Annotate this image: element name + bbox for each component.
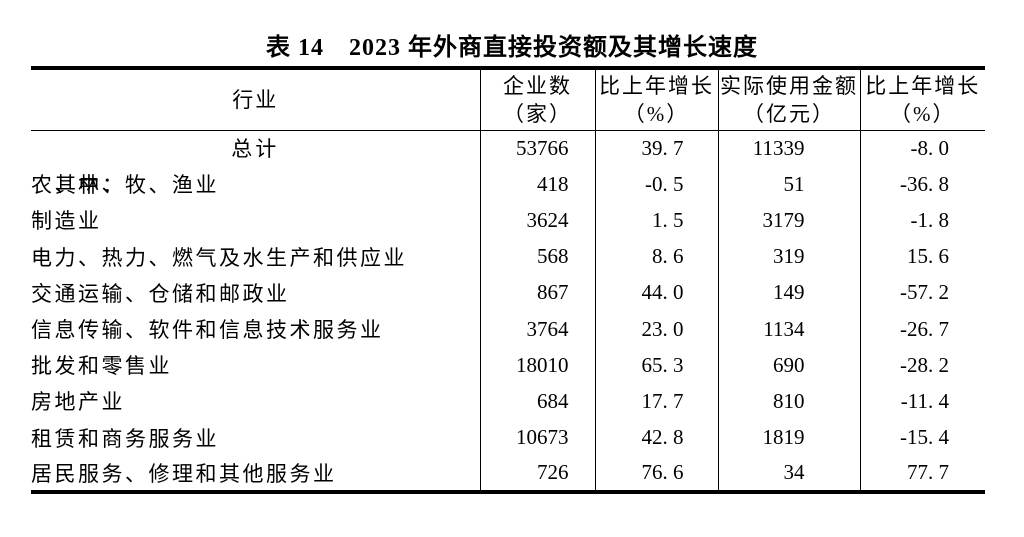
amount-used-cell: 1134 bbox=[717, 310, 860, 348]
enterprises-cell: 18010 bbox=[479, 347, 595, 384]
table-row: 交通运输、仓储和邮政业 867 44. 0 149 -57. 2 bbox=[31, 274, 985, 311]
industry-cell: 其中： 农、林、牧、渔业 bbox=[31, 166, 480, 202]
industry-label: 电力、热力、燃气及水生产和供应业 bbox=[31, 245, 407, 270]
amount-used-cell: 690 bbox=[717, 347, 860, 384]
table-row: 房地产业 684 17. 7 810 -11. 4 bbox=[31, 383, 985, 420]
industry-cell: 交通运输、仓储和邮政业 bbox=[31, 275, 480, 311]
table-row: 电力、热力、燃气及水生产和供应业 568 8. 6 319 15. 6 bbox=[31, 238, 985, 275]
industry-cell: 居民服务、修理和其他服务业 bbox=[31, 456, 480, 492]
enterprises-cell: 867 bbox=[479, 274, 595, 311]
industry-cell: 制造业 bbox=[31, 202, 480, 238]
amount-growth-cell: -36. 8 bbox=[859, 166, 985, 203]
enterprises-growth-cell: 8. 6 bbox=[594, 238, 718, 275]
col-header-amount-used: 实际使用金额 （亿元） bbox=[717, 68, 860, 131]
enterprises-growth-cell: 76. 6 bbox=[594, 455, 718, 492]
amount-growth-cell: 15. 6 bbox=[859, 238, 985, 275]
fdi-table: 行业 企业数 （家） 比上年增长 （%） 实际使用金额 （亿元） 比上年增长 （… bbox=[31, 66, 985, 494]
col-header-enterprises-growth-line1: 比上年增长 bbox=[599, 73, 714, 98]
col-header-enterprises-line1: 企业数 bbox=[503, 73, 572, 98]
amount-used-cell: 810 bbox=[717, 383, 860, 420]
table-row-total: 总计 53766 39. 7 11339 -8. 0 bbox=[31, 130, 985, 167]
table-row: 信息传输、软件和信息技术服务业 3764 23. 0 1134 -26. 7 bbox=[31, 310, 985, 348]
col-header-enterprises-line2: （家） bbox=[503, 101, 572, 126]
enterprises-growth-cell: 65. 3 bbox=[594, 347, 718, 384]
industry-cell: 租赁和商务服务业 bbox=[31, 420, 480, 456]
industry-label: 批发和零售业 bbox=[31, 354, 172, 379]
col-header-enterprises-growth-line2: （%） bbox=[623, 101, 690, 126]
amount-used-cell: 34 bbox=[717, 455, 860, 492]
table-row: 批发和零售业 18010 65. 3 690 -28. 2 bbox=[31, 347, 985, 384]
col-header-enterprises-growth: 比上年增长 （%） bbox=[594, 68, 718, 131]
amount-growth-cell: -57. 2 bbox=[859, 274, 985, 311]
col-header-amount-growth-line2: （%） bbox=[890, 101, 956, 126]
col-header-industry: 行业 bbox=[31, 68, 480, 131]
industry-label: 交通运输、仓储和邮政业 bbox=[31, 281, 290, 306]
industry-cell: 电力、热力、燃气及水生产和供应业 bbox=[31, 239, 480, 275]
amount-used-cell: 51 bbox=[717, 166, 860, 203]
enterprises-growth-cell: -0. 5 bbox=[594, 166, 718, 203]
industry-cell: 总计 bbox=[231, 137, 280, 162]
amount-used-cell: 3179 bbox=[717, 202, 860, 239]
enterprises-cell: 10673 bbox=[479, 419, 595, 456]
amount-growth-cell: -1. 8 bbox=[859, 202, 985, 239]
industry-label: 制造业 bbox=[31, 209, 102, 234]
enterprises-cell: 418 bbox=[479, 166, 595, 203]
industry-cell: 信息传输、软件和信息技术服务业 bbox=[31, 311, 480, 347]
amount-growth-cell: 77. 7 bbox=[859, 455, 985, 492]
enterprises-growth-cell: 42. 8 bbox=[594, 419, 718, 456]
enterprises-cell: 684 bbox=[479, 383, 595, 420]
col-header-amount-used-line2: （亿元） bbox=[743, 101, 835, 126]
row-prefix: 其中： bbox=[55, 173, 126, 198]
col-header-industry-label: 行业 bbox=[232, 87, 279, 112]
amount-growth-cell: -11. 4 bbox=[859, 383, 985, 420]
col-header-amount-used-line1: 实际使用金额 bbox=[720, 73, 858, 98]
enterprises-growth-cell: 1. 5 bbox=[594, 202, 718, 239]
enterprises-cell: 726 bbox=[479, 455, 595, 492]
enterprises-growth-cell: 23. 0 bbox=[594, 310, 718, 348]
table-row: 其中： 农、林、牧、渔业 418 -0. 5 51 -36. 8 bbox=[31, 166, 985, 203]
industry-cell: 批发和零售业 bbox=[31, 347, 480, 383]
table-row: 居民服务、修理和其他服务业 726 76. 6 34 77. 7 bbox=[31, 455, 985, 492]
amount-used-cell: 1819 bbox=[717, 419, 860, 456]
industry-label: 居民服务、修理和其他服务业 bbox=[31, 461, 337, 486]
enterprises-growth-cell: 39. 7 bbox=[594, 130, 718, 167]
table-header-row: 行业 企业数 （家） 比上年增长 （%） 实际使用金额 （亿元） 比上年增长 （… bbox=[31, 68, 985, 131]
amount-growth-cell: -15. 4 bbox=[859, 419, 985, 456]
enterprises-growth-cell: 44. 0 bbox=[594, 274, 718, 311]
industry-label: 农、林、牧、渔业 bbox=[31, 173, 219, 198]
amount-growth-cell: -26. 7 bbox=[859, 310, 985, 348]
enterprises-cell: 3624 bbox=[479, 202, 595, 239]
amount-growth-cell: -28. 2 bbox=[859, 347, 985, 384]
col-header-amount-growth: 比上年增长 （%） bbox=[859, 68, 985, 131]
amount-used-cell: 319 bbox=[717, 238, 860, 275]
col-header-amount-growth-line1: 比上年增长 bbox=[865, 73, 981, 98]
table-title: 表 14 2023 年外商直接投资额及其增长速度 bbox=[266, 35, 758, 61]
enterprises-growth-cell: 17. 7 bbox=[594, 383, 718, 420]
col-header-enterprises: 企业数 （家） bbox=[479, 68, 595, 131]
enterprises-cell: 53766 bbox=[479, 130, 595, 167]
amount-used-cell: 149 bbox=[717, 274, 860, 311]
table-row: 制造业 3624 1. 5 3179 -1. 8 bbox=[31, 202, 985, 239]
table-row: 租赁和商务服务业 10673 42. 8 1819 -15. 4 bbox=[31, 419, 985, 456]
industry-label: 租赁和商务服务业 bbox=[31, 426, 219, 451]
industry-label: 信息传输、软件和信息技术服务业 bbox=[31, 318, 384, 343]
amount-growth-cell: -8. 0 bbox=[859, 130, 985, 167]
amount-used-cell: 11339 bbox=[717, 130, 860, 167]
enterprises-cell: 568 bbox=[479, 238, 595, 275]
enterprises-cell: 3764 bbox=[479, 310, 595, 348]
industry-cell: 房地产业 bbox=[31, 383, 480, 419]
industry-label: 房地产业 bbox=[31, 390, 125, 415]
